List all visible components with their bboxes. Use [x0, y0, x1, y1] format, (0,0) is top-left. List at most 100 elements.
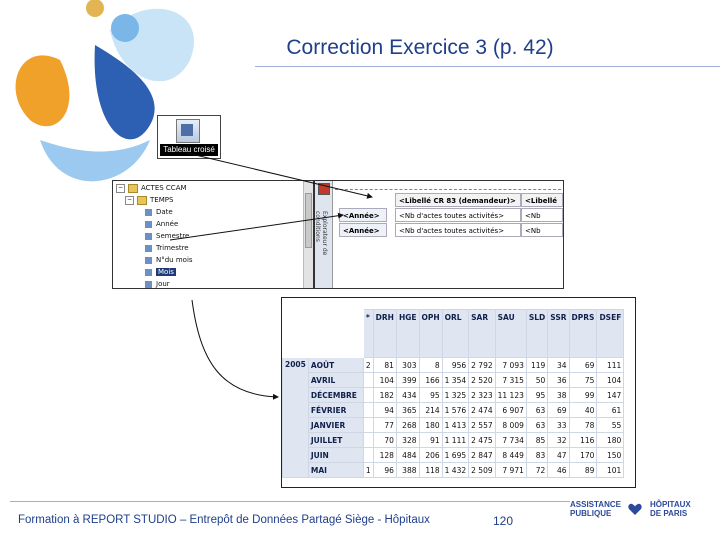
- table-cell: 69: [547, 402, 570, 418]
- data-tree-panel[interactable]: − ACTES CCAM − TEMPS Date Année Semestre T…: [112, 180, 314, 289]
- table-cell: 111: [596, 357, 625, 373]
- table-cell: 180: [596, 432, 625, 448]
- table-cell: 2 847: [468, 447, 496, 463]
- table-cell: 63: [525, 417, 549, 433]
- row-label: DÉCEMBRE: [307, 387, 364, 403]
- row-label: JUILLET: [307, 432, 364, 448]
- row-label: JANVIER: [307, 417, 364, 433]
- tree-folder-temps[interactable]: − TEMPS: [125, 195, 174, 205]
- table-cell: 1 325: [441, 387, 470, 403]
- table-cell: 119: [525, 357, 549, 373]
- table-cell: 46: [547, 462, 570, 478]
- table-cell: 95: [418, 387, 443, 403]
- table-cell: 180: [418, 417, 443, 433]
- table-cell: 2 792: [468, 357, 496, 373]
- table-cell: 104: [372, 372, 397, 388]
- table-cell: 96: [372, 462, 397, 478]
- measure-cell-1b[interactable]: <Nb: [521, 208, 563, 222]
- table-cell: 214: [418, 402, 443, 418]
- column-header: *: [362, 309, 374, 358]
- table-cell: 7 971: [494, 462, 527, 478]
- measure-cell-2[interactable]: <Nb d'actes toutes activités>: [395, 223, 521, 237]
- collapse-icon[interactable]: −: [125, 195, 134, 205]
- column-header-2[interactable]: <Libellé: [521, 193, 563, 207]
- tree-item[interactable]: Semestre: [145, 230, 189, 242]
- column-header: SLD: [525, 309, 549, 358]
- table-cell: 38: [547, 387, 570, 403]
- tree-item[interactable]: Année: [145, 218, 178, 230]
- result-crosstab: * DRH HGE OPH ORL SAR SAU SLD SSR DPRS DSEF 2005 AO…: [281, 297, 636, 488]
- table-cell: 89: [568, 462, 598, 478]
- table-cell: 32: [547, 432, 570, 448]
- measure-cell-2b[interactable]: <Nb: [521, 223, 563, 237]
- table-row: FÉVRIER 94 365 214 1 576 2 474 6 907 63 69 40 61: [283, 402, 625, 418]
- tree-item[interactable]: Date: [145, 206, 173, 218]
- tree-item[interactable]: Trimestre: [145, 242, 189, 254]
- table-cell: 1 413: [441, 417, 470, 433]
- condition-explorer-tab[interactable]: Explorateur de conditions: [315, 181, 333, 288]
- table-cell: 147: [596, 387, 625, 403]
- table-cell: 63: [525, 402, 549, 418]
- crosstab-table: * DRH HGE OPH ORL SAR SAU SLD SSR DPRS DSEF 2005 AO…: [282, 309, 625, 478]
- column-header-1[interactable]: <Libellé CR 83 (demandeur)>: [395, 193, 521, 207]
- row-label: AVRIL: [307, 372, 364, 388]
- column-header: ORL: [441, 309, 470, 358]
- collapse-icon[interactable]: −: [116, 183, 125, 193]
- decorative-logo-shape: [15, 0, 194, 182]
- crosstab-tool-label: Tableau croisé: [160, 144, 218, 156]
- tree-scrollbar[interactable]: [303, 181, 313, 288]
- table-cell: 77: [372, 417, 397, 433]
- crosstab-tool[interactable]: Tableau croisé: [157, 115, 221, 159]
- table-cell: 2 323: [468, 387, 496, 403]
- table-cell: [362, 417, 374, 433]
- level-icon: [145, 268, 152, 276]
- table-row: DÉCEMBRE 182 434 95 1 325 2 323 11 123 95 38 99 14…: [283, 387, 625, 403]
- year-label: 2005: [282, 357, 309, 478]
- table-cell: 104: [596, 372, 625, 388]
- page-number: 120: [493, 514, 514, 528]
- row-label: AOÛT: [307, 357, 364, 373]
- table-row: 2005 AOÛT 2 81 303 8 956 2 792 7 093 119 34 69 111: [282, 357, 625, 478]
- table-cell: 182: [372, 387, 397, 403]
- table-cell: 8 449: [494, 447, 527, 463]
- table-cell: 94: [372, 402, 397, 418]
- table-cell: [362, 447, 374, 463]
- table-cell: 47: [547, 447, 570, 463]
- table-cell: 2 557: [468, 417, 496, 433]
- scrollbar-thumb[interactable]: [305, 193, 312, 248]
- table-row: JANVIER 77 268 180 1 413 2 557 8 009 63 33 78 55: [283, 417, 625, 433]
- report-designer-canvas[interactable]: Explorateur de conditions <Libellé CR 83…: [314, 180, 564, 289]
- tree-item[interactable]: Jour: [145, 278, 170, 288]
- table-cell: 78: [568, 417, 598, 433]
- table-cell: 91: [418, 432, 443, 448]
- table-cell: 206: [418, 447, 443, 463]
- row-header-2[interactable]: <Année>: [339, 223, 387, 237]
- aphp-logo: ASSISTANCE PUBLIQUE HÔPITAUX DE PARIS: [570, 500, 710, 530]
- table-cell: 268: [395, 417, 420, 433]
- table-cell: 36: [547, 372, 570, 388]
- column-header: HGE: [395, 309, 420, 358]
- column-header: SSR: [547, 309, 570, 358]
- table-cell: 81: [372, 357, 397, 373]
- table-cell: 61: [596, 402, 625, 418]
- table-row: JUILLET 70 328 91 1 111 2 475 7 734 85 32 116 180: [283, 432, 625, 448]
- table-cell: 50: [525, 372, 549, 388]
- row-header-1[interactable]: <Année>: [339, 208, 387, 222]
- tree-item[interactable]: N°du mois: [145, 254, 193, 266]
- table-row: JUIN 128 484 206 1 695 2 847 8 449 83 47 170 150: [283, 447, 625, 463]
- table-cell: 40: [568, 402, 598, 418]
- table-cell: 1: [362, 462, 374, 478]
- table-cell: 166: [418, 372, 443, 388]
- table-row: MAI 1 96 388 118 1 432 2 509 7 971 72 46 89 101: [283, 462, 625, 478]
- table-cell: 8 009: [494, 417, 527, 433]
- tree-item-selected[interactable]: Mois: [145, 266, 176, 278]
- measure-cell-1[interactable]: <Nb d'actes toutes activités>: [395, 208, 521, 222]
- arrow-designer-to-result: [191, 299, 279, 400]
- tree-root[interactable]: − ACTES CCAM: [116, 183, 187, 193]
- table-cell: 33: [547, 417, 570, 433]
- column-header: DRH: [372, 309, 397, 358]
- table-cell: 303: [395, 357, 420, 373]
- table-cell: 69: [568, 357, 598, 373]
- level-icon: [145, 232, 152, 240]
- table-cell: 170: [568, 447, 598, 463]
